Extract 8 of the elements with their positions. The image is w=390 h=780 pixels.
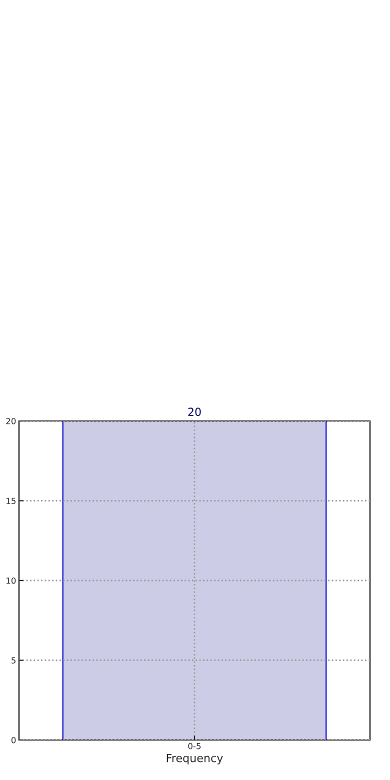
x-tick-label: 0-5 (188, 742, 201, 750)
y-tick-label: 15 (6, 498, 16, 504)
x-axis-title: Frequency (166, 754, 223, 764)
y-tick-label: 0 (11, 736, 16, 744)
y-tick-label: 20 (6, 418, 16, 424)
y-tick-label: 10 (6, 577, 16, 584)
y-tick-label: 5 (12, 657, 16, 664)
data-label: 20 (188, 408, 201, 416)
